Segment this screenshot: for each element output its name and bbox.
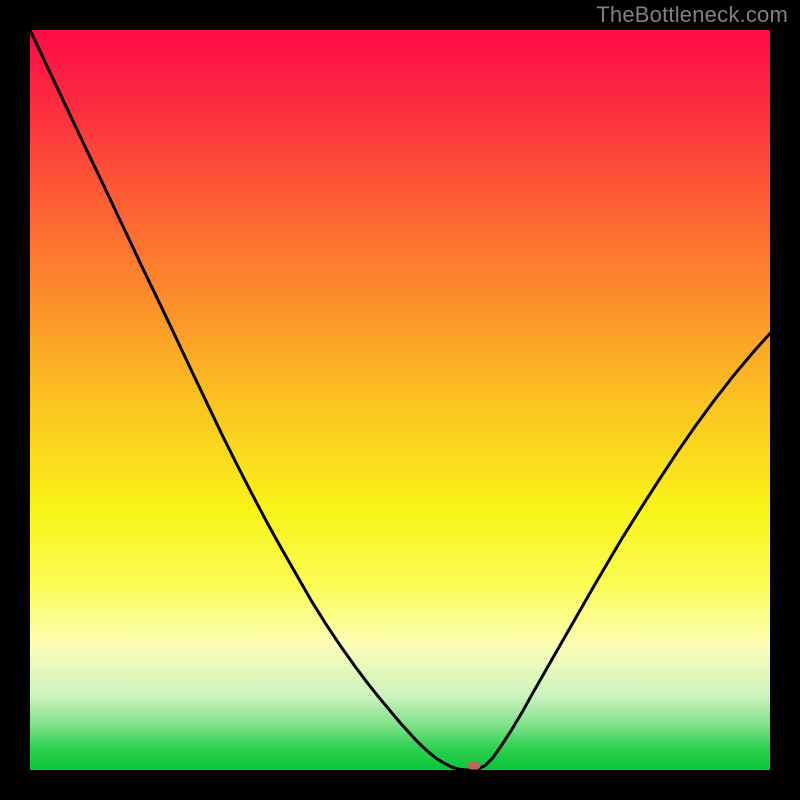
gradient-background [30, 30, 770, 770]
optimal-point-marker [467, 761, 480, 769]
watermark-text: TheBottleneck.com [596, 2, 788, 28]
chart-frame: TheBottleneck.com [0, 0, 800, 800]
plot-svg [30, 30, 770, 770]
plot-area [30, 30, 770, 770]
